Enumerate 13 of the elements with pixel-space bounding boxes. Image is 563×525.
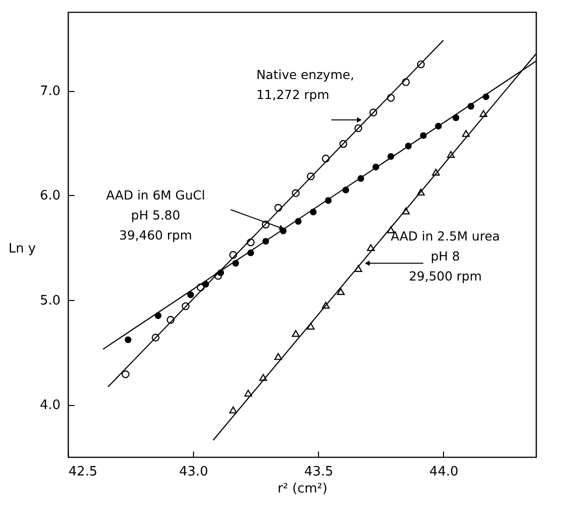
- annotation: AAD in 2.5M urea pH 8 29,500 rpm: [390, 228, 500, 284]
- x-tick-label: 44.0: [429, 464, 458, 480]
- y-tick-label: 7.0: [40, 84, 60, 100]
- annotation: AAD in 6M GuCl pH 5.80 39,460 rpm: [106, 188, 206, 243]
- x-axis-title: r² (cm²): [278, 482, 328, 496]
- y-tick-label: 6.0: [40, 188, 60, 204]
- annotation: Native enzyme, 11,272 rpm: [256, 66, 354, 102]
- x-tick-label: 42.5: [68, 464, 98, 480]
- x-tick-label: 43.0: [179, 464, 208, 480]
- y-tick-label: 4.0: [40, 398, 60, 414]
- x-tick-label: 43.5: [304, 464, 334, 480]
- y-tick-label: 5.0: [40, 293, 60, 308]
- y-axis-title: Ln y: [8, 241, 36, 256]
